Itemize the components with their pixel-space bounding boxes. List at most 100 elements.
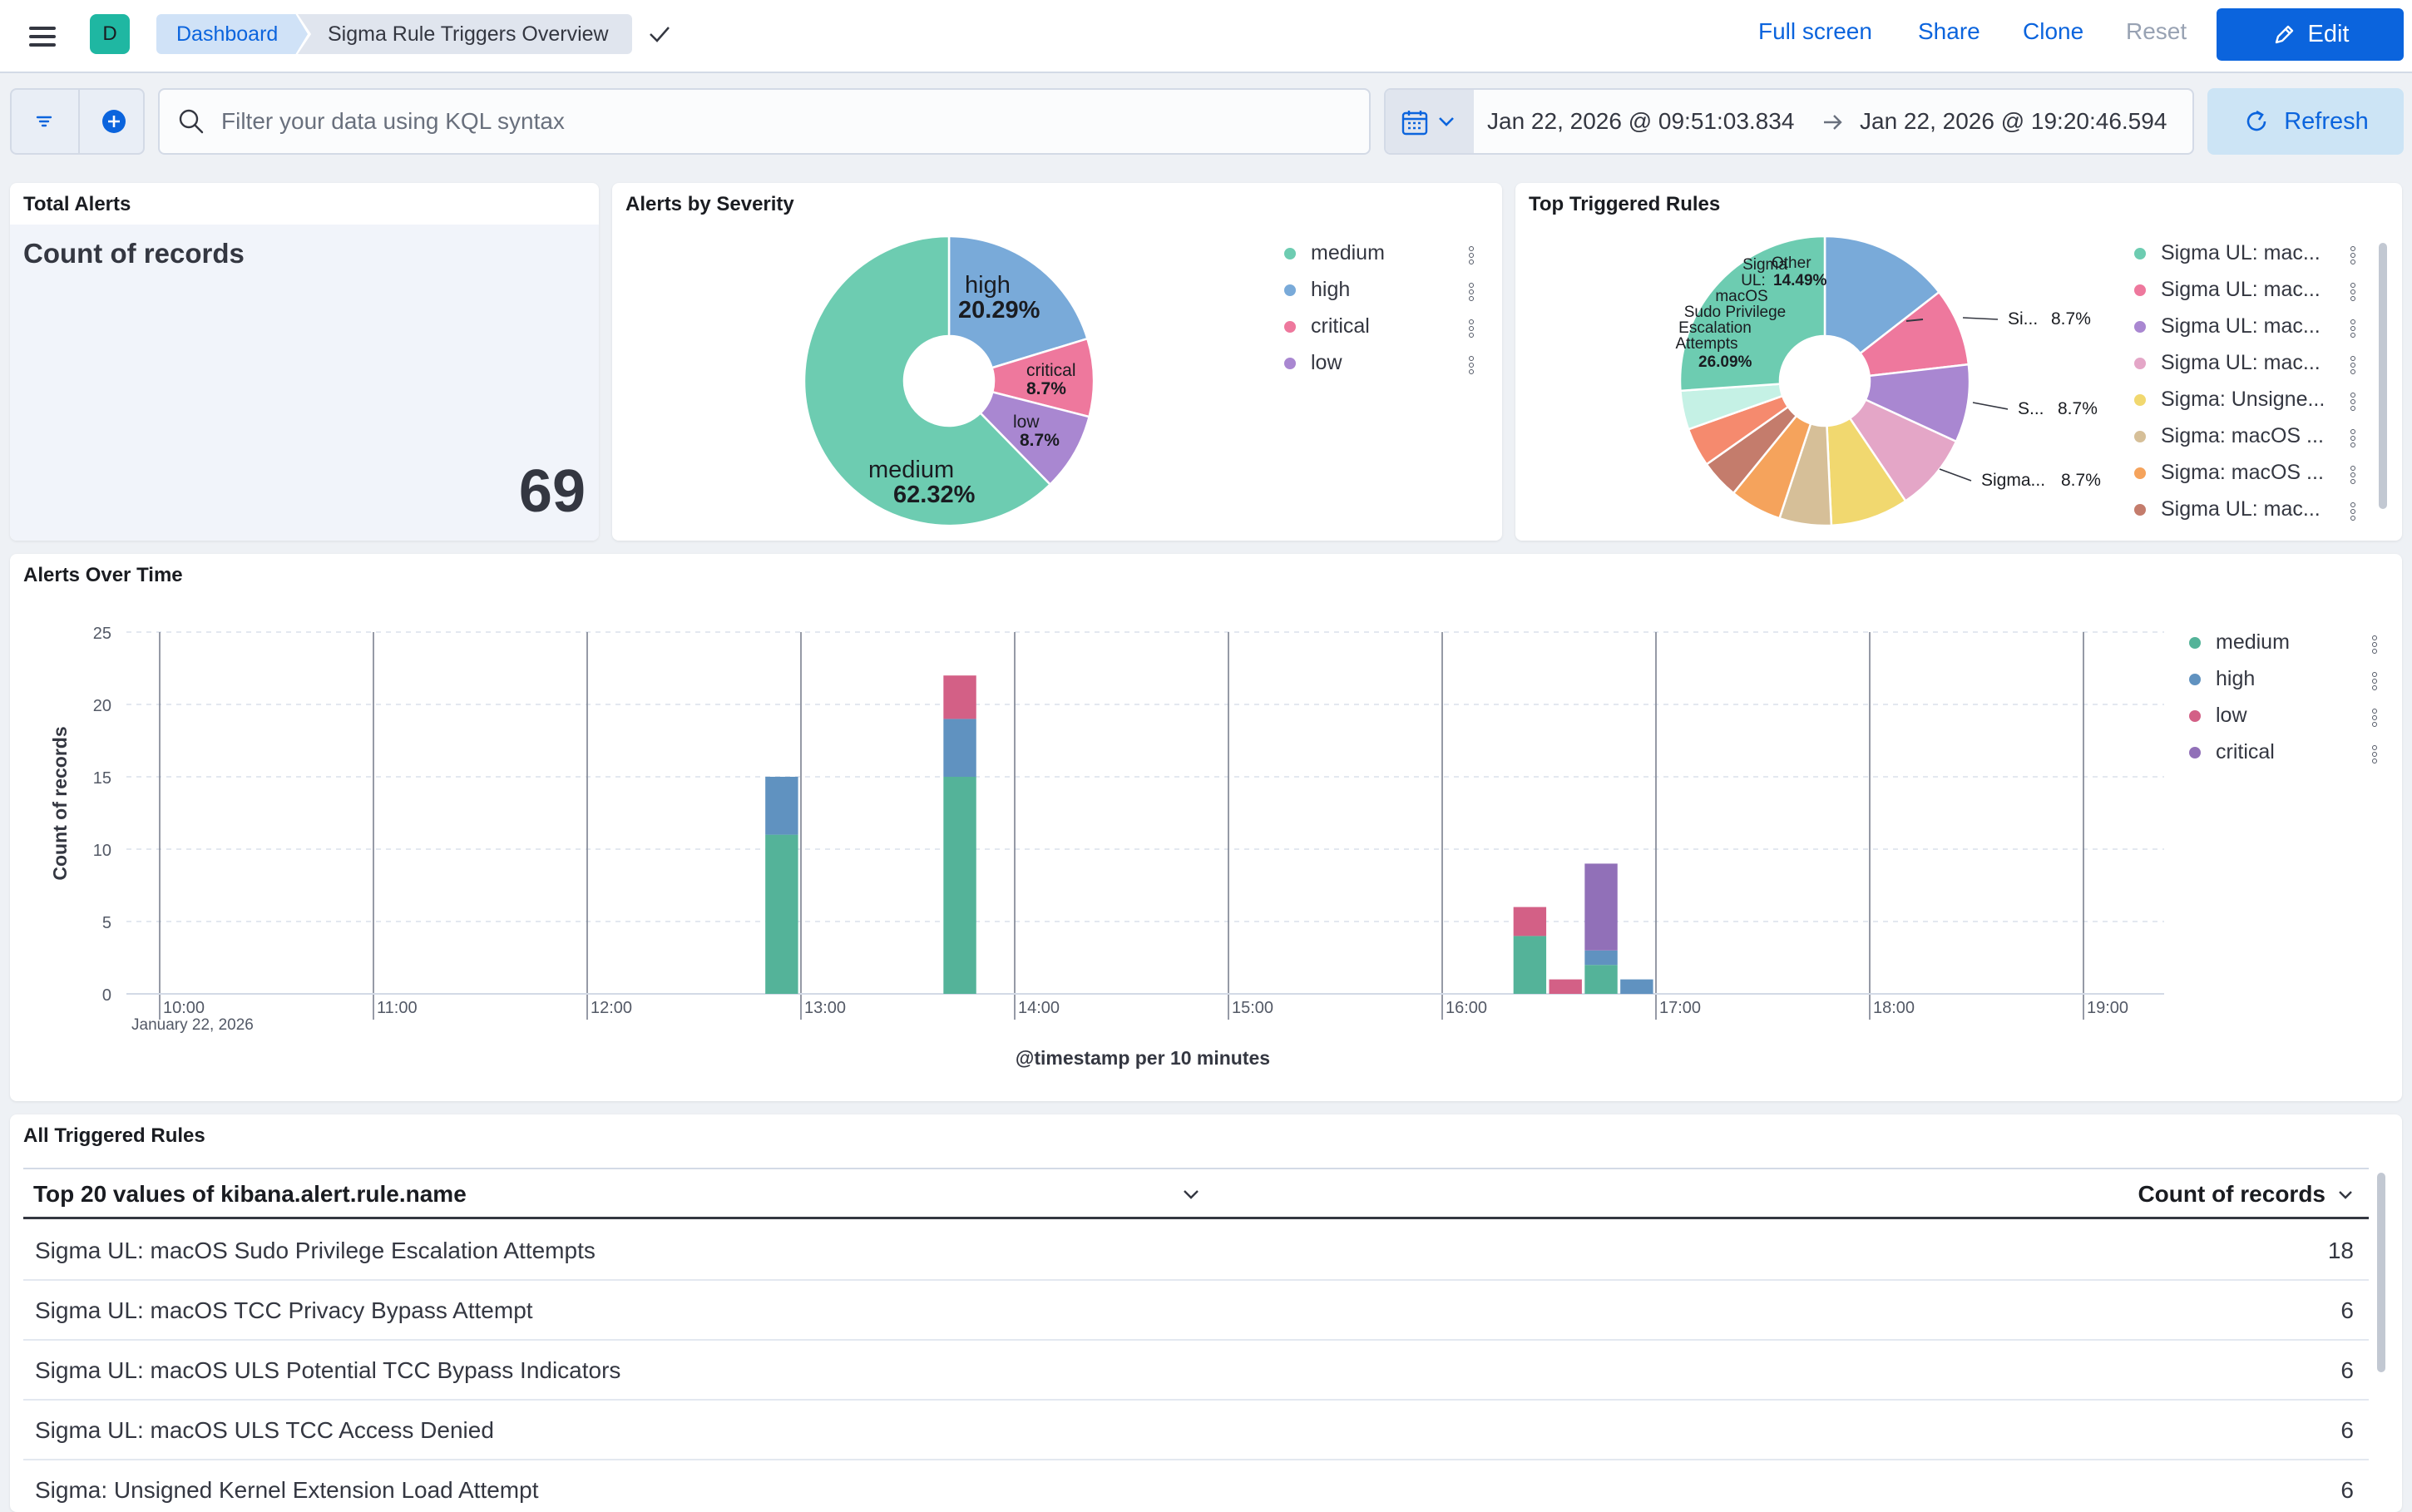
legend-item-rule[interactable]: Sigma: macOS ... bbox=[2134, 461, 2324, 485]
table-row[interactable]: Sigma: Unsigned Kernel Extension Load At… bbox=[23, 1460, 2369, 1512]
reset-button[interactable]: Reset bbox=[2126, 18, 2187, 44]
x-tick-label: 15:00 bbox=[1232, 999, 1273, 1017]
table-row[interactable]: Sigma UL: macOS ULS TCC Access Denied 6 bbox=[23, 1401, 2369, 1460]
legend-dot bbox=[2189, 673, 2201, 685]
table-scrollbar[interactable] bbox=[2377, 1173, 2385, 1372]
share-button[interactable]: Share bbox=[1918, 18, 1980, 44]
pie-pct-high: 20.29% bbox=[958, 297, 1040, 324]
bar-low[interactable] bbox=[943, 675, 976, 719]
x-tick-label: 13:00 bbox=[804, 999, 846, 1017]
add-filter-icon[interactable] bbox=[93, 100, 135, 143]
legend-item-rule[interactable]: Sigma UL: mac... bbox=[2134, 314, 2321, 338]
legend-label: Sigma UL: mac... bbox=[2161, 278, 2321, 301]
legend-options-icon[interactable] bbox=[1469, 246, 1475, 268]
top-rules-panel: Top Triggered Rules Other 14.49% Sigma UL… bbox=[1515, 183, 2402, 541]
legend-options-icon[interactable] bbox=[2350, 429, 2357, 451]
pencil-icon bbox=[2275, 25, 2293, 43]
legend-item-rule[interactable]: Sigma: Unsigne... bbox=[2134, 388, 2325, 412]
legend-options-icon[interactable] bbox=[1469, 356, 1475, 378]
legend-item-medium[interactable]: medium bbox=[1284, 241, 1385, 265]
severity-slice-3[interactable] bbox=[803, 235, 1052, 527]
legend-options-icon[interactable] bbox=[2350, 319, 2357, 341]
cell-rule-name: Sigma UL: macOS ULS TCC Access Denied bbox=[35, 1417, 494, 1443]
cell-count: 6 bbox=[2340, 1357, 2354, 1383]
x-tick-label: 18:00 bbox=[1873, 999, 1915, 1017]
x-tick-label: 17:00 bbox=[1659, 999, 1701, 1017]
bar-high[interactable] bbox=[1584, 950, 1618, 966]
rules-slice-10[interactable] bbox=[1678, 235, 1826, 393]
legend-item-high[interactable]: high bbox=[2189, 667, 2255, 691]
pie-label-main-line: Attempts bbox=[1676, 335, 1738, 353]
kql-search-input[interactable] bbox=[221, 108, 1302, 135]
legend-label: critical bbox=[2216, 740, 2275, 763]
bar-low[interactable] bbox=[1513, 907, 1547, 936]
end-date[interactable]: Jan 22, 2026 @ 19:20:46.594 bbox=[1860, 108, 2167, 134]
cell-rule-name: Sigma UL: macOS Sudo Privilege Escalatio… bbox=[35, 1238, 596, 1263]
legend-options-icon[interactable] bbox=[2372, 709, 2379, 730]
legend-options-icon[interactable] bbox=[2350, 356, 2357, 378]
clone-button[interactable]: Clone bbox=[2023, 18, 2084, 44]
hamburger-menu-icon[interactable] bbox=[23, 18, 62, 55]
legend-options-icon[interactable] bbox=[1469, 319, 1475, 341]
date-picker: Jan 22, 2026 @ 09:51:03.834 Jan 22, 2026… bbox=[1384, 88, 2194, 155]
space-avatar[interactable]: D bbox=[90, 14, 130, 54]
check-icon[interactable] bbox=[645, 20, 674, 48]
legend-options-icon[interactable] bbox=[2372, 635, 2379, 657]
legend-item-low[interactable]: low bbox=[2189, 704, 2247, 728]
legend-options-icon[interactable] bbox=[2350, 466, 2357, 487]
legend-item-rule[interactable]: Sigma: macOS ... bbox=[2134, 424, 2324, 448]
bar-high[interactable] bbox=[943, 719, 976, 777]
legend-options-icon[interactable] bbox=[1469, 283, 1475, 304]
legend-options-icon[interactable] bbox=[2372, 745, 2379, 767]
legend-item-rule[interactable]: Sigma UL: mac... bbox=[2134, 351, 2321, 375]
legend-item-rule[interactable]: Sigma UL: mac... bbox=[2134, 278, 2321, 302]
quick-date-menu-button[interactable] bbox=[1386, 90, 1474, 153]
legend-options-icon[interactable] bbox=[2350, 283, 2357, 304]
table-row[interactable]: Sigma UL: macOS Sudo Privilege Escalatio… bbox=[23, 1221, 2369, 1281]
legend-dot bbox=[2134, 247, 2146, 259]
full-screen-button[interactable]: Full screen bbox=[1758, 18, 1872, 44]
legend-item-high[interactable]: high bbox=[1284, 278, 1350, 302]
legend-item-medium[interactable]: medium bbox=[2189, 630, 2290, 655]
legend-scrollbar[interactable] bbox=[2379, 243, 2387, 509]
filter-menu-icon[interactable] bbox=[23, 100, 65, 143]
pie-label-main-line: UL: bbox=[1741, 272, 1766, 289]
legend-item-rule[interactable]: Sigma UL: mac... bbox=[2134, 241, 2321, 265]
severity-slice-0[interactable] bbox=[947, 235, 1089, 369]
x-axis-date: January 22, 2026 bbox=[131, 1016, 254, 1034]
legend-dot bbox=[1284, 247, 1296, 259]
legend-item-low[interactable]: low bbox=[1284, 351, 1342, 375]
edit-button[interactable]: Edit bbox=[2217, 8, 2404, 61]
x-tick-label: 14:00 bbox=[1018, 999, 1060, 1017]
legend-item-rule[interactable]: Sigma UL: mac... bbox=[2134, 497, 2321, 521]
legend-label: low bbox=[1311, 351, 1342, 374]
legend-item-critical[interactable]: critical bbox=[2189, 740, 2275, 764]
y-axis-title: Count of records bbox=[49, 726, 71, 880]
chevron-down-icon[interactable] bbox=[1179, 1183, 1203, 1206]
metric-box: Count of records 69 bbox=[10, 225, 599, 541]
table-row[interactable]: Sigma UL: macOS ULS Potential TCC Bypass… bbox=[23, 1341, 2369, 1401]
column-header-rule-name[interactable]: Top 20 values of kibana.alert.rule.name bbox=[33, 1181, 467, 1207]
legend-options-icon[interactable] bbox=[2372, 672, 2379, 694]
breadcrumb-dashboard[interactable]: Dashboard bbox=[156, 14, 308, 54]
legend-item-critical[interactable]: critical bbox=[1284, 314, 1370, 338]
bar-critical[interactable] bbox=[1584, 863, 1618, 951]
pie-label-critical: critical bbox=[1026, 361, 1076, 380]
legend-options-icon[interactable] bbox=[2350, 502, 2357, 524]
rules-slice-0[interactable] bbox=[1823, 235, 1941, 355]
bar-medium[interactable] bbox=[1513, 936, 1547, 994]
cell-count: 6 bbox=[2340, 1417, 2354, 1443]
bar-medium[interactable] bbox=[943, 777, 976, 994]
legend-options-icon[interactable] bbox=[2350, 393, 2357, 414]
bar-medium[interactable] bbox=[1584, 965, 1618, 994]
start-date[interactable]: Jan 22, 2026 @ 09:51:03.834 bbox=[1487, 108, 1795, 134]
column-header-count[interactable]: Count of records bbox=[2138, 1181, 2355, 1208]
bar-medium[interactable] bbox=[765, 834, 798, 994]
legend-options-icon[interactable] bbox=[2350, 246, 2357, 268]
bar-low[interactable] bbox=[1549, 979, 1582, 994]
table-row[interactable]: Sigma UL: macOS TCC Privacy Bypass Attem… bbox=[23, 1281, 2369, 1341]
bar-high[interactable] bbox=[765, 777, 798, 835]
refresh-button[interactable]: Refresh bbox=[2207, 88, 2404, 155]
bar-high[interactable] bbox=[1620, 979, 1653, 994]
